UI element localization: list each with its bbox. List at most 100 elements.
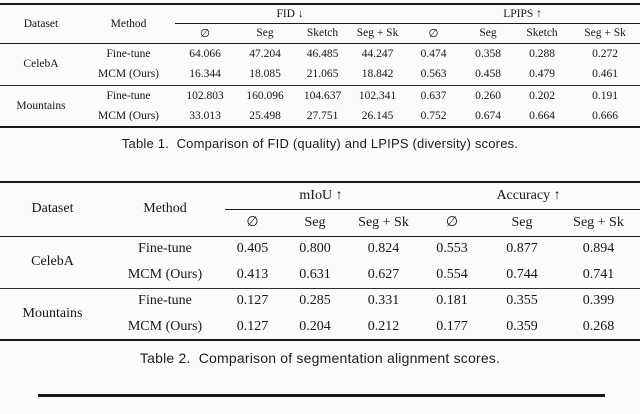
table-cell: 0.800 <box>299 241 331 257</box>
table-cell: 0.405 <box>236 241 269 257</box>
table-cell: 0.563 <box>420 68 447 81</box>
table-cell: 18.085 <box>249 68 281 81</box>
table2-subcol-seg-miou: Seg <box>280 209 350 237</box>
table-cell: 25.498 <box>249 110 281 122</box>
table2-method-cell: Fine-tune <box>138 241 192 257</box>
table-cell: 0.631 <box>299 266 331 282</box>
table-cell: 0.358 <box>475 47 501 60</box>
table-cell: 0.752 <box>420 110 447 122</box>
table-cell: 102.803 <box>175 84 235 106</box>
table-cell: 0.127 <box>236 318 269 334</box>
table-cell: 0.177 <box>436 318 468 334</box>
table1-method-cell: MCM (Ours) <box>97 68 159 81</box>
table1-dataset-mountains: Mountains <box>0 84 82 127</box>
table1-caption: Table 1. Comparison of FID (quality) and… <box>121 136 519 151</box>
table-cell: 0.359 <box>506 318 538 334</box>
table2-subcol-empty-miou: ∅ <box>225 209 280 237</box>
table2-group-miou: mIoU ↑ <box>225 182 417 210</box>
table-cell: 0.212 <box>367 318 400 334</box>
table-cell: 0.877 <box>506 241 538 257</box>
table-row: CelebA Fine-tune 0.405 0.800 0.824 0.553… <box>0 236 640 269</box>
table-cell: 0.894 <box>582 241 615 257</box>
table-cell: 0.458 <box>475 68 501 81</box>
table1-method-cell: MCM (Ours) <box>97 110 159 122</box>
table2-subcol-segsk-acc: Seg + Sk <box>557 209 640 237</box>
table2-header-dataset: Dataset <box>0 182 105 237</box>
table-cell: 27.751 <box>306 110 339 122</box>
table-cell: 0.674 <box>475 110 501 122</box>
table-cell: 0.744 <box>506 266 538 282</box>
table1-dataset-celeba: CelebA <box>23 58 59 70</box>
table1-subcol-empty-fid: ∅ <box>175 23 235 44</box>
table-cell: 0.191 <box>570 84 640 106</box>
table-cell: 0.204 <box>299 318 331 334</box>
table1-subcol-sketch-fid: Sketch <box>295 23 350 44</box>
table-cell: 0.288 <box>529 47 555 60</box>
table-cell: 0.666 <box>592 110 618 122</box>
table-row: CelebA Fine-tune 64.066 47.204 46.485 44… <box>0 43 640 70</box>
table2-group-accuracy: Accuracy ↑ <box>417 182 640 210</box>
table1-method-cell: Fine-tune <box>106 47 151 60</box>
table-row: MCM (Ours) 0.127 0.204 0.212 0.177 0.359… <box>0 314 640 340</box>
table-cell: 0.554 <box>436 266 468 282</box>
table-cell: 21.065 <box>306 68 339 81</box>
table-cell: 0.474 <box>420 47 447 60</box>
table-cell: 26.145 <box>361 110 394 122</box>
next-table-top-rule <box>38 394 605 397</box>
table-cell: 0.824 <box>367 241 400 257</box>
table2-method-cell: MCM (Ours) <box>127 318 203 334</box>
table1-method-cell: Fine-tune <box>82 84 175 106</box>
table1-group-lpips: LPIPS ↑ <box>405 4 640 24</box>
table-cell: 0.479 <box>529 68 555 81</box>
table-cell: 104.637 <box>295 84 350 106</box>
table-cell: 44.247 <box>361 47 394 60</box>
table1-header-method: Method <box>82 4 175 44</box>
table2-header-method: Method <box>105 182 225 237</box>
table-cell: 46.485 <box>306 47 339 60</box>
table-row: Mountains Fine-tune 102.803 160.096 104.… <box>0 84 640 127</box>
table2-dataset-mountains: Mountains <box>0 287 105 340</box>
table2-method-cell: MCM (Ours) <box>127 266 203 282</box>
table2-subcol-empty-acc: ∅ <box>417 209 487 237</box>
table2-subcol-seg-acc: Seg <box>487 209 557 237</box>
table-cell: 0.553 <box>436 241 468 257</box>
table2-subcol-segsk-miou: Seg + Sk <box>350 209 417 237</box>
table-cell: 0.627 <box>367 266 400 282</box>
table1-subcol-segsk-lpips: Seg + Sk <box>570 23 640 44</box>
table-cell: 0.260 <box>462 84 515 106</box>
table1-subcol-empty-lpips: ∅ <box>405 23 463 44</box>
table-row: MCM (Ours) 0.413 0.631 0.627 0.554 0.744… <box>0 262 640 288</box>
table-cell: 0.355 <box>487 287 557 314</box>
table-cell: 0.741 <box>582 266 615 282</box>
table-cell: 160.096 <box>235 84 295 106</box>
table-cell: 0.127 <box>225 287 280 314</box>
table1-subcol-sketch-lpips: Sketch <box>514 23 571 44</box>
table-cell: 0.272 <box>592 47 618 60</box>
table-cell: 0.399 <box>557 287 640 314</box>
table-cell: 0.637 <box>405 84 463 106</box>
table-cell: 18.842 <box>361 68 394 81</box>
table1-subcol-segsk-fid: Seg + Sk <box>350 23 406 44</box>
table-row: MCM (Ours) 16.344 18.085 21.065 18.842 0… <box>0 64 640 85</box>
table-cell: 16.344 <box>189 68 221 81</box>
table-cell: 102.341 <box>350 84 406 106</box>
table-cell: 0.181 <box>417 287 487 314</box>
table1-header-dataset: Dataset <box>0 4 82 44</box>
table-cell: 0.202 <box>514 84 571 106</box>
table-2-miou-accuracy: Dataset Method mIoU ↑ Accuracy ↑ ∅ Seg S… <box>0 181 640 341</box>
table-cell: 33.013 <box>189 110 221 122</box>
paper-page: Dataset Method FID ↓ LPIPS ↑ ∅ Seg Sketc… <box>0 3 640 397</box>
table-cell: 0.413 <box>236 266 269 282</box>
table2-method-cell: Fine-tune <box>105 287 225 314</box>
table-row: Mountains Fine-tune 0.127 0.285 0.331 0.… <box>0 287 640 340</box>
table-cell: 0.331 <box>350 287 417 314</box>
table2-dataset-celeba: CelebA <box>31 254 74 269</box>
table-cell: 0.268 <box>582 318 615 334</box>
table-cell: 0.461 <box>592 68 618 81</box>
table-cell: 47.204 <box>249 47 281 60</box>
table1-subcol-seg-lpips: Seg <box>462 23 515 44</box>
table1-group-fid: FID ↓ <box>175 4 406 24</box>
table-cell: 0.664 <box>529 110 555 122</box>
table2-caption: Table 2. Comparison of segmentation alig… <box>139 350 501 366</box>
table1-subcol-seg-fid: Seg <box>235 23 295 44</box>
